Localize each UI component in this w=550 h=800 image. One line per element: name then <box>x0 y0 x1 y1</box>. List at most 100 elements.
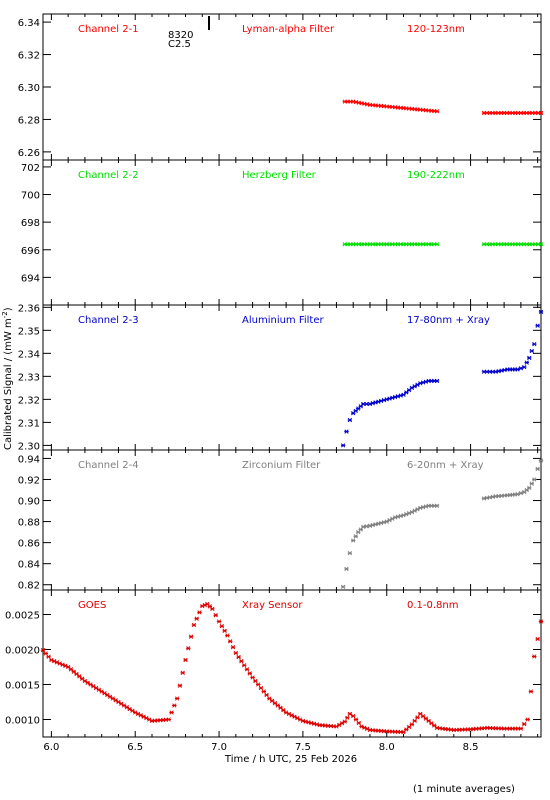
data-point <box>250 675 255 680</box>
panel-2-frame <box>42 159 542 306</box>
panel-2: 694 696 698 700 702 Channel 2-2 Herzberg Filte… <box>21 159 544 306</box>
panel-1-ytick-label: 6.30 <box>18 83 40 94</box>
data-point <box>538 619 544 624</box>
data-point <box>409 722 415 727</box>
panel-2-series <box>342 242 544 247</box>
data-point <box>538 458 544 463</box>
data-point <box>356 720 361 726</box>
data-point <box>188 634 194 639</box>
x-tick-label: 7.0 <box>211 742 227 753</box>
panel-3-ytick-label: 2.32 <box>18 395 40 406</box>
data-point <box>434 378 440 384</box>
data-point <box>415 715 420 720</box>
panel-5-frame <box>42 589 542 738</box>
panel-4-ytick-label: 0.94 <box>18 454 40 465</box>
panel-3-ytick-label: 2.30 <box>18 441 40 452</box>
panel-3-ytick-label: 2.33 <box>18 372 40 383</box>
data-point <box>522 364 527 370</box>
data-point <box>213 613 218 618</box>
flare-class: C2.5 <box>168 39 191 50</box>
panel-4-series <box>340 458 544 589</box>
panel-1-channel-label: Channel 2-1 <box>78 24 139 35</box>
x-tick-label: 7.5 <box>295 742 311 753</box>
data-point <box>344 429 349 434</box>
y-axis-title-close: ) <box>3 307 14 311</box>
flare-region-number: 8320 <box>168 30 193 41</box>
data-point <box>253 678 258 684</box>
panel-1-ytick-label: 6.34 <box>18 18 40 29</box>
data-point <box>210 606 215 612</box>
panel-4-ytick-label: 0.90 <box>18 497 40 508</box>
data-point <box>347 417 353 423</box>
panel-1-series <box>342 99 544 116</box>
data-point <box>351 538 356 543</box>
panel-4: 0.82 0.84 0.86 0.88 0.90 0.92 0.94 Channel 2-4 Z… <box>18 449 544 592</box>
data-point <box>177 683 183 688</box>
x-tick-label: 8.5 <box>463 742 479 753</box>
data-point <box>180 670 185 675</box>
panel-4-ytick-label: 0.86 <box>18 539 40 550</box>
data-point <box>532 341 537 347</box>
data-point <box>186 646 191 651</box>
panel-2-ytick-label: 698 <box>21 218 40 229</box>
panel-4-filter-label: Zirconium Filter <box>242 460 321 471</box>
data-point <box>216 619 222 624</box>
panel-5-series <box>40 601 544 735</box>
data-point <box>529 481 534 486</box>
data-point <box>172 703 177 708</box>
x-tick-label: 6.0 <box>43 742 59 753</box>
data-point <box>538 242 544 247</box>
panel-1-frame <box>42 13 542 161</box>
data-point <box>527 355 532 361</box>
data-point <box>527 485 532 491</box>
panel-2-ytick-label: 700 <box>21 191 40 202</box>
data-point <box>239 659 244 664</box>
data-point <box>412 718 417 724</box>
chart-panels: 6.26 6.28 6.30 6.32 6.34 Channel 2-1 Lyman-alp… <box>5 13 544 753</box>
panel-5-ytick-label: 0.0020 <box>5 646 40 657</box>
panel-3-frame <box>42 304 542 451</box>
data-point <box>340 443 346 448</box>
data-point <box>344 566 349 572</box>
data-point <box>364 524 369 529</box>
panel-5-ytick-label: 0.0010 <box>5 716 40 727</box>
panel-3-ytick-label: 2.31 <box>18 418 40 429</box>
data-point <box>261 689 266 694</box>
data-point <box>345 715 350 720</box>
data-point <box>353 717 359 722</box>
data-point <box>169 710 174 715</box>
y-axis-title-main: Calibrated Signal / (mW m <box>3 318 14 450</box>
panel-4-frame <box>42 449 542 591</box>
data-point <box>264 692 269 698</box>
data-point <box>532 654 537 659</box>
y-axis-title-superscript: -2 <box>1 311 9 318</box>
data-point <box>222 628 227 633</box>
data-point <box>535 636 540 642</box>
panel-3-ytick-label: 2.34 <box>18 349 40 360</box>
data-point <box>434 242 440 247</box>
panel-2-band-label: 190-222nm <box>407 170 465 181</box>
data-point <box>228 639 233 644</box>
panel-1-ytick-label: 6.26 <box>18 148 40 159</box>
y-axis-title: Calibrated Signal / (mW m-2) <box>1 307 14 450</box>
data-point <box>342 719 348 724</box>
panel-4-ytick-label: 0.92 <box>18 475 40 486</box>
panel-4-ytick-label: 0.82 <box>18 581 40 592</box>
data-point <box>528 689 534 694</box>
data-point <box>194 616 199 621</box>
panel-5-band-label: 0.1-0.8nm <box>407 600 459 611</box>
panel-5: 0.0010 0.0015 0.0020 0.0025 GOES Xray Sensor 0… <box>5 589 544 738</box>
data-point <box>434 109 440 114</box>
data-point <box>219 624 225 629</box>
panel-2-ytick-label: 696 <box>21 246 40 257</box>
panel-2-ytick-label: 702 <box>21 163 40 174</box>
data-point <box>46 654 51 659</box>
data-point <box>183 657 188 663</box>
panel-3-band-label: 17-80nm + Xray <box>407 315 490 326</box>
panel-2-filter-label: Herzberg Filter <box>242 170 317 181</box>
data-point <box>174 696 180 701</box>
panel-4-ytick-label: 0.84 <box>18 560 40 571</box>
data-point <box>353 534 358 539</box>
panel-3: 2.30 2.31 2.32 2.33 2.34 2.35 2.36 Channel 2-3 A… <box>18 303 544 452</box>
